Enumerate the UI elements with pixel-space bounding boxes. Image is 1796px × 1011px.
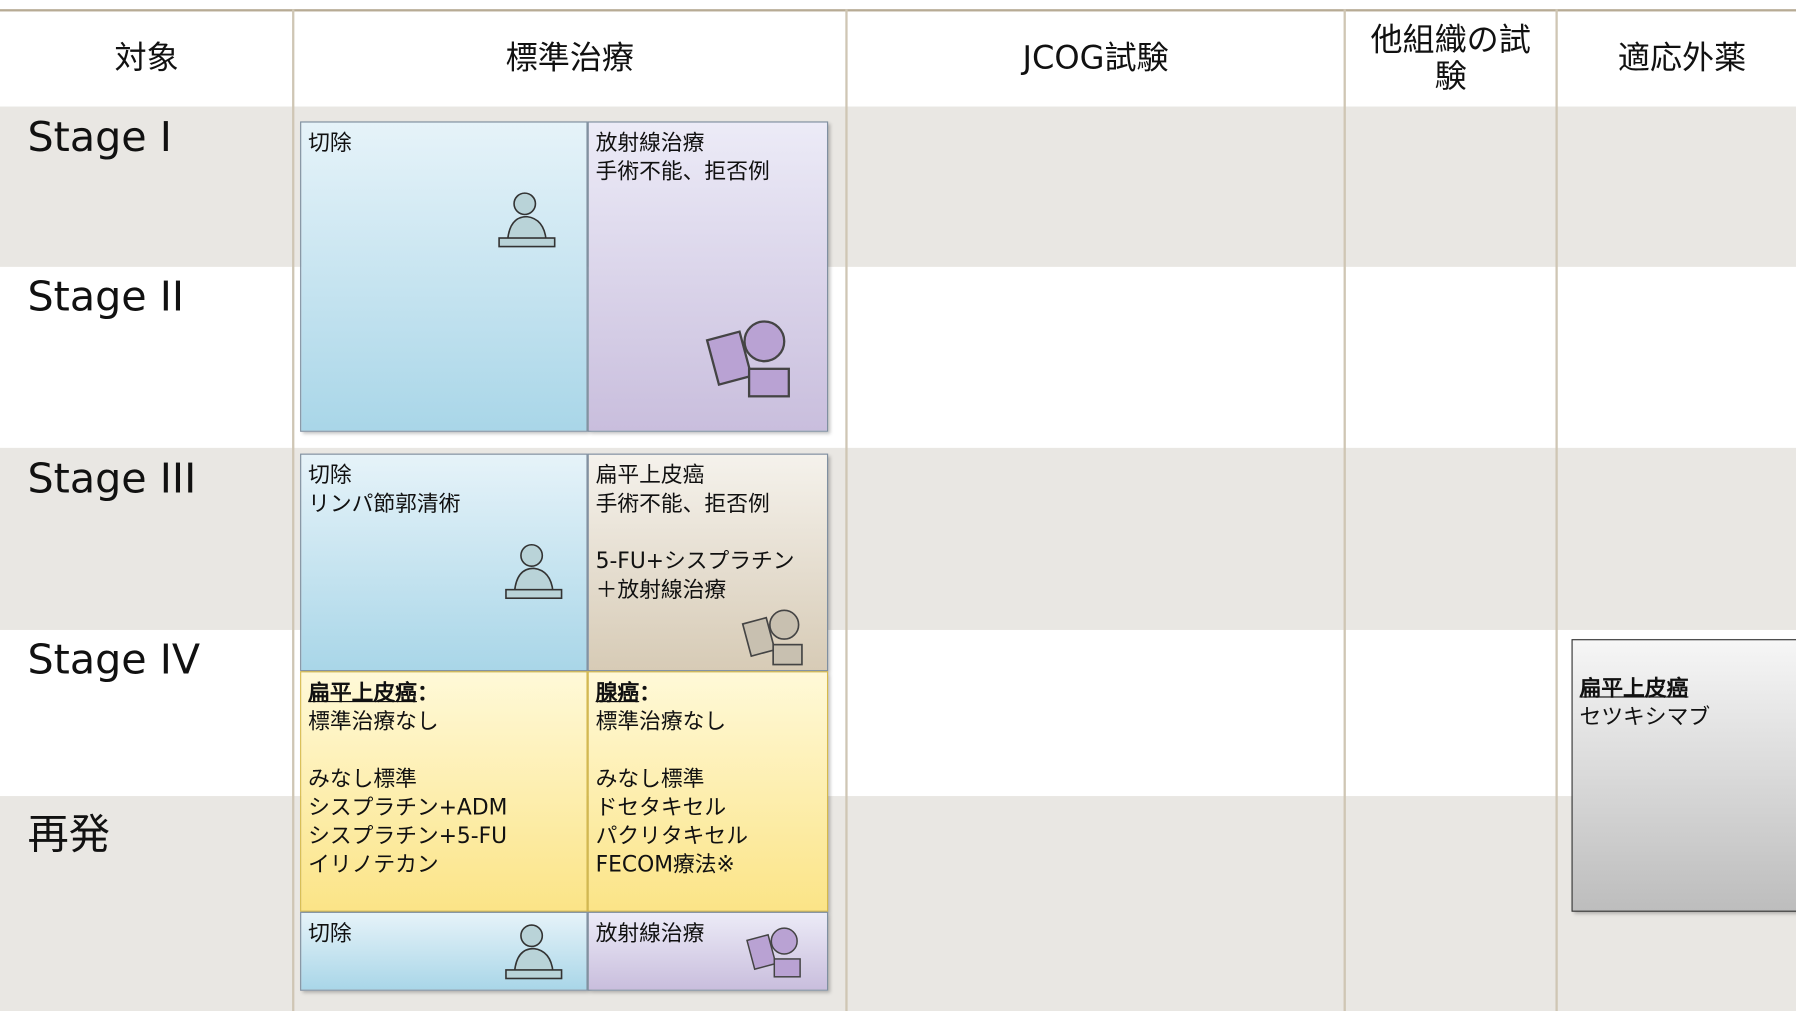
spacer	[596, 736, 821, 765]
box-line: 標準治療なし	[595, 709, 727, 735]
col-divider	[292, 9, 295, 1011]
column-header: 適応外薬	[1617, 38, 1747, 77]
box-line: ドセタキセル	[595, 794, 727, 821]
box-line: 切除	[308, 920, 352, 947]
box-line: イリノテカン	[308, 852, 439, 878]
treatment-box: 扁平上皮癌セツキシマブ	[1571, 639, 1796, 912]
box-heading: 腺癌：	[596, 679, 821, 708]
box-line: FECOM療法※	[595, 852, 735, 878]
box-heading: 扁平上皮癌：	[308, 679, 579, 708]
column-header: 対象	[114, 38, 179, 77]
treatment-box: 放射線治療	[587, 911, 829, 991]
heading-text: 扁平上皮癌	[1579, 675, 1689, 701]
row-label: Stage II	[27, 273, 185, 321]
box-line: 手術不能、拒否例	[595, 159, 770, 185]
box-line: ＋放射線治療	[595, 577, 727, 603]
row-band	[0, 447, 1796, 630]
box-line: リンパ節郭清術	[308, 491, 461, 517]
column-header: 他組織の試験	[1370, 20, 1531, 95]
icon	[746, 927, 801, 978]
row-band	[0, 106, 1796, 267]
box-line: パクリタキセル	[595, 823, 748, 849]
box-line: 標準治療なし	[308, 709, 439, 735]
box-line: 放射線治療	[595, 920, 705, 947]
row-label: 再発	[27, 812, 110, 860]
box-line: みなし標準	[595, 766, 705, 792]
heading-text: 扁平上皮癌	[308, 680, 417, 706]
icon	[505, 543, 563, 600]
box-line: 切除	[308, 462, 352, 488]
box-heading: 扁平上皮癌	[1580, 675, 1793, 704]
top-rule	[0, 9, 1796, 12]
heading-colon: ：	[416, 680, 439, 706]
box-line: 手術不能、拒否例	[595, 491, 770, 517]
treatment-box: 扁平上皮癌手術不能、拒否例 5-FU+シスプラチン ＋放射線治療	[587, 453, 829, 672]
box-line: 5-FU+シスプラチン	[595, 548, 795, 574]
treatment-box: 扁平上皮癌： 標準治療なし みなし標準 シスプラチン+ADM シスプラチン+5-FU イリ…	[300, 671, 588, 912]
box-line: 切除	[308, 130, 352, 156]
spacer	[308, 736, 579, 765]
col-divider	[1343, 9, 1346, 1011]
treatment-box: 腺癌： 標準治療なし みなし標準 ドセタキセル パクリタキセル FECOM療法※	[587, 671, 829, 912]
box-line: シスプラチン+5-FU	[308, 823, 508, 849]
col-divider	[845, 9, 848, 1011]
col-divider	[1555, 9, 1558, 1011]
icon	[705, 320, 790, 398]
heading-text: 腺癌	[595, 680, 640, 706]
treatment-box: 切除	[300, 121, 588, 432]
row-label: Stage III	[27, 455, 197, 503]
icon	[741, 609, 803, 666]
row-label: Stage IV	[27, 636, 201, 684]
box-line: みなし標準	[308, 766, 417, 792]
box-line: 放射線治療	[595, 130, 705, 156]
box-line: 扁平上皮癌	[595, 462, 705, 488]
heading-colon: ：	[639, 680, 661, 706]
spacer	[596, 519, 821, 548]
column-header: JCOG試験	[1022, 38, 1169, 77]
column-header: 標準治療	[505, 38, 634, 77]
row-label: Stage I	[27, 114, 172, 162]
icon	[498, 192, 556, 248]
box-line: セツキシマブ	[1579, 704, 1711, 730]
icon	[505, 924, 563, 980]
row-band	[0, 796, 1796, 1011]
box-line: シスプラチン+ADM	[308, 794, 508, 821]
